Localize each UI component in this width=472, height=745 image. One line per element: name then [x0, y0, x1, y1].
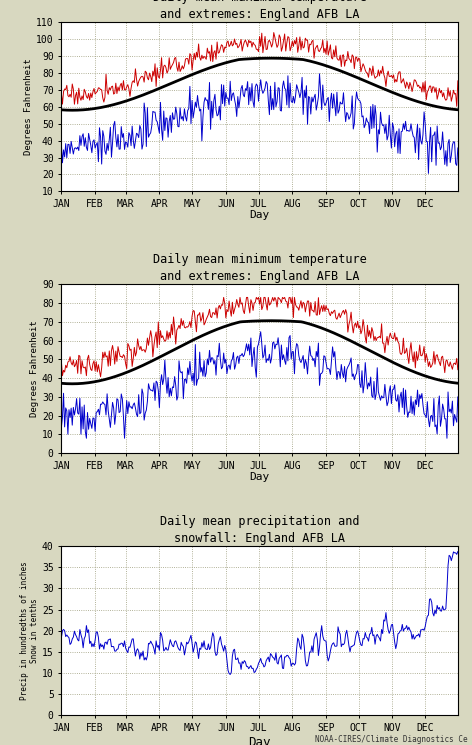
Title: Daily mean maximum temperature
and extremes: England AFB LA: Daily mean maximum temperature and extre…	[153, 0, 366, 21]
Y-axis label: Degrees Fahrenheit: Degrees Fahrenheit	[30, 320, 39, 417]
Y-axis label: Degrees Fahrenheit: Degrees Fahrenheit	[25, 58, 34, 155]
Text: NOAA-CIRES/Climate Diagnostics Ce: NOAA-CIRES/Climate Diagnostics Ce	[315, 735, 467, 744]
Y-axis label: Precip in hundredths of inches
Snow in tenths: Precip in hundredths of inches Snow in t…	[20, 561, 39, 700]
X-axis label: Day: Day	[248, 735, 271, 745]
Title: Daily mean precipitation and
snowfall: England AFB LA: Daily mean precipitation and snowfall: E…	[160, 515, 359, 545]
X-axis label: Day: Day	[250, 472, 270, 482]
X-axis label: Day: Day	[250, 210, 270, 221]
Title: Daily mean minimum temperature
and extremes: England AFB LA: Daily mean minimum temperature and extre…	[153, 253, 366, 283]
